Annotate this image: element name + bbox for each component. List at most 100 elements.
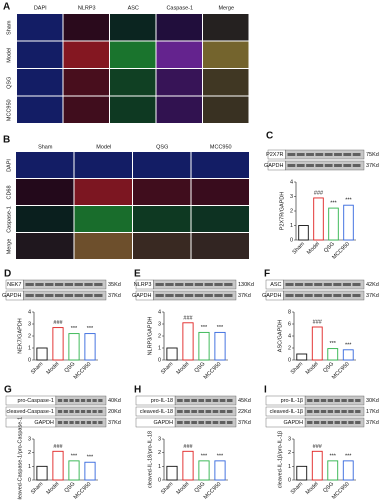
micrograph <box>74 152 132 178</box>
blot-band <box>35 283 44 286</box>
x-tick-label: QSG <box>322 361 335 374</box>
blot-band <box>334 399 340 402</box>
blot-band <box>307 399 313 402</box>
significance: *** <box>217 453 224 459</box>
blot-band <box>165 294 174 297</box>
micrograph <box>74 206 132 232</box>
blot-size: 45Kd <box>238 398 251 404</box>
bar <box>198 460 210 481</box>
blot-band <box>212 421 219 424</box>
bar <box>52 450 64 481</box>
micrograph-signal <box>74 152 132 178</box>
blot-band <box>74 294 83 297</box>
blot-size: 37Kd <box>366 293 379 299</box>
significance: *** <box>201 325 208 331</box>
blot-band <box>224 283 233 286</box>
blot-band <box>226 410 233 413</box>
blot-band <box>35 294 44 297</box>
blot-band <box>69 421 74 424</box>
micrograph-signal <box>191 179 249 205</box>
micrograph <box>63 14 109 41</box>
bar <box>311 326 323 361</box>
blot-band <box>296 164 305 167</box>
panel-label: H <box>134 385 141 396</box>
blot-protein: pro-IL-18 <box>151 398 173 404</box>
micrograph <box>110 14 156 41</box>
x-tick-label: MCC950 <box>203 481 223 500</box>
panel-label: D <box>4 269 11 280</box>
bar <box>328 207 339 241</box>
y-tick-label: 1 <box>28 345 31 351</box>
y-tick-label: 2 <box>290 208 293 214</box>
y-axis-label: NEK7/GAPDH <box>17 318 23 353</box>
x-tick-label: Model <box>46 361 61 376</box>
micrograph-signal <box>191 152 249 178</box>
panel-label: A <box>3 2 10 13</box>
column-header: ASC <box>128 5 139 11</box>
micrograph-signal <box>191 206 249 232</box>
blot-band <box>324 153 333 156</box>
blot-band <box>342 283 351 286</box>
blot-band <box>327 421 334 424</box>
y-tick-label: 3 <box>28 436 31 442</box>
x-tick-label: MCC950 <box>203 361 223 381</box>
micrograph-signal <box>74 206 132 232</box>
blot-band <box>314 294 323 297</box>
column-header: Sham <box>38 144 53 150</box>
bar <box>313 197 324 241</box>
blot-band <box>204 294 213 297</box>
row-header: Merge <box>6 239 12 255</box>
blot-band <box>25 294 34 297</box>
blot-band <box>191 421 197 424</box>
blot-band <box>155 283 164 286</box>
micrograph-signal <box>133 206 191 232</box>
blot-band <box>184 399 190 402</box>
row-header: DAPI <box>6 159 12 172</box>
blot-band <box>352 164 361 167</box>
column-header: MCC950 <box>210 144 232 150</box>
blot-band <box>75 410 80 413</box>
micrograph-signal <box>16 233 74 259</box>
blot-band <box>313 399 320 402</box>
blot-band <box>333 283 342 286</box>
micrograph-signal <box>16 206 74 232</box>
y-axis-label: NLRP3/GAPDH <box>147 317 153 356</box>
x-tick-label: Model <box>176 361 191 376</box>
blot-protein: NEK7 <box>7 282 21 288</box>
blot-band <box>334 164 342 167</box>
x-tick-label: QSG <box>64 361 77 374</box>
blot-band <box>80 399 86 402</box>
blot-band <box>315 153 324 156</box>
blot-protein: cleaved-IL-1β <box>270 409 303 415</box>
significance: *** <box>345 198 352 204</box>
x-tick-label: Model <box>306 241 321 256</box>
micrograph <box>17 41 63 68</box>
bar <box>36 465 48 481</box>
bar <box>198 331 210 361</box>
blot-band <box>184 421 190 424</box>
y-tick-label: 0 <box>158 357 161 363</box>
blot-band <box>63 421 68 424</box>
micrograph <box>203 14 249 41</box>
blot-size: 42Kd <box>366 282 379 288</box>
y-tick-label: 0 <box>158 477 161 483</box>
row-header: Model <box>6 48 12 63</box>
micrograph-signal <box>74 233 132 259</box>
blot-band <box>226 421 233 424</box>
bar <box>342 349 354 361</box>
micrograph <box>17 96 63 123</box>
blot-band <box>204 283 213 286</box>
y-tick-label: 4 <box>290 179 293 185</box>
y-tick-label: 3 <box>288 436 291 442</box>
x-tick-label: Sham <box>292 241 307 256</box>
significance: ### <box>313 319 323 325</box>
significance: ### <box>313 444 323 450</box>
micrograph <box>17 14 63 41</box>
blot-band <box>191 410 197 413</box>
y-tick-label: 1 <box>158 345 161 351</box>
significance: *** <box>87 326 94 332</box>
y-tick-label: 3 <box>158 321 161 327</box>
blot-band <box>69 410 74 413</box>
blot-band <box>224 294 233 297</box>
